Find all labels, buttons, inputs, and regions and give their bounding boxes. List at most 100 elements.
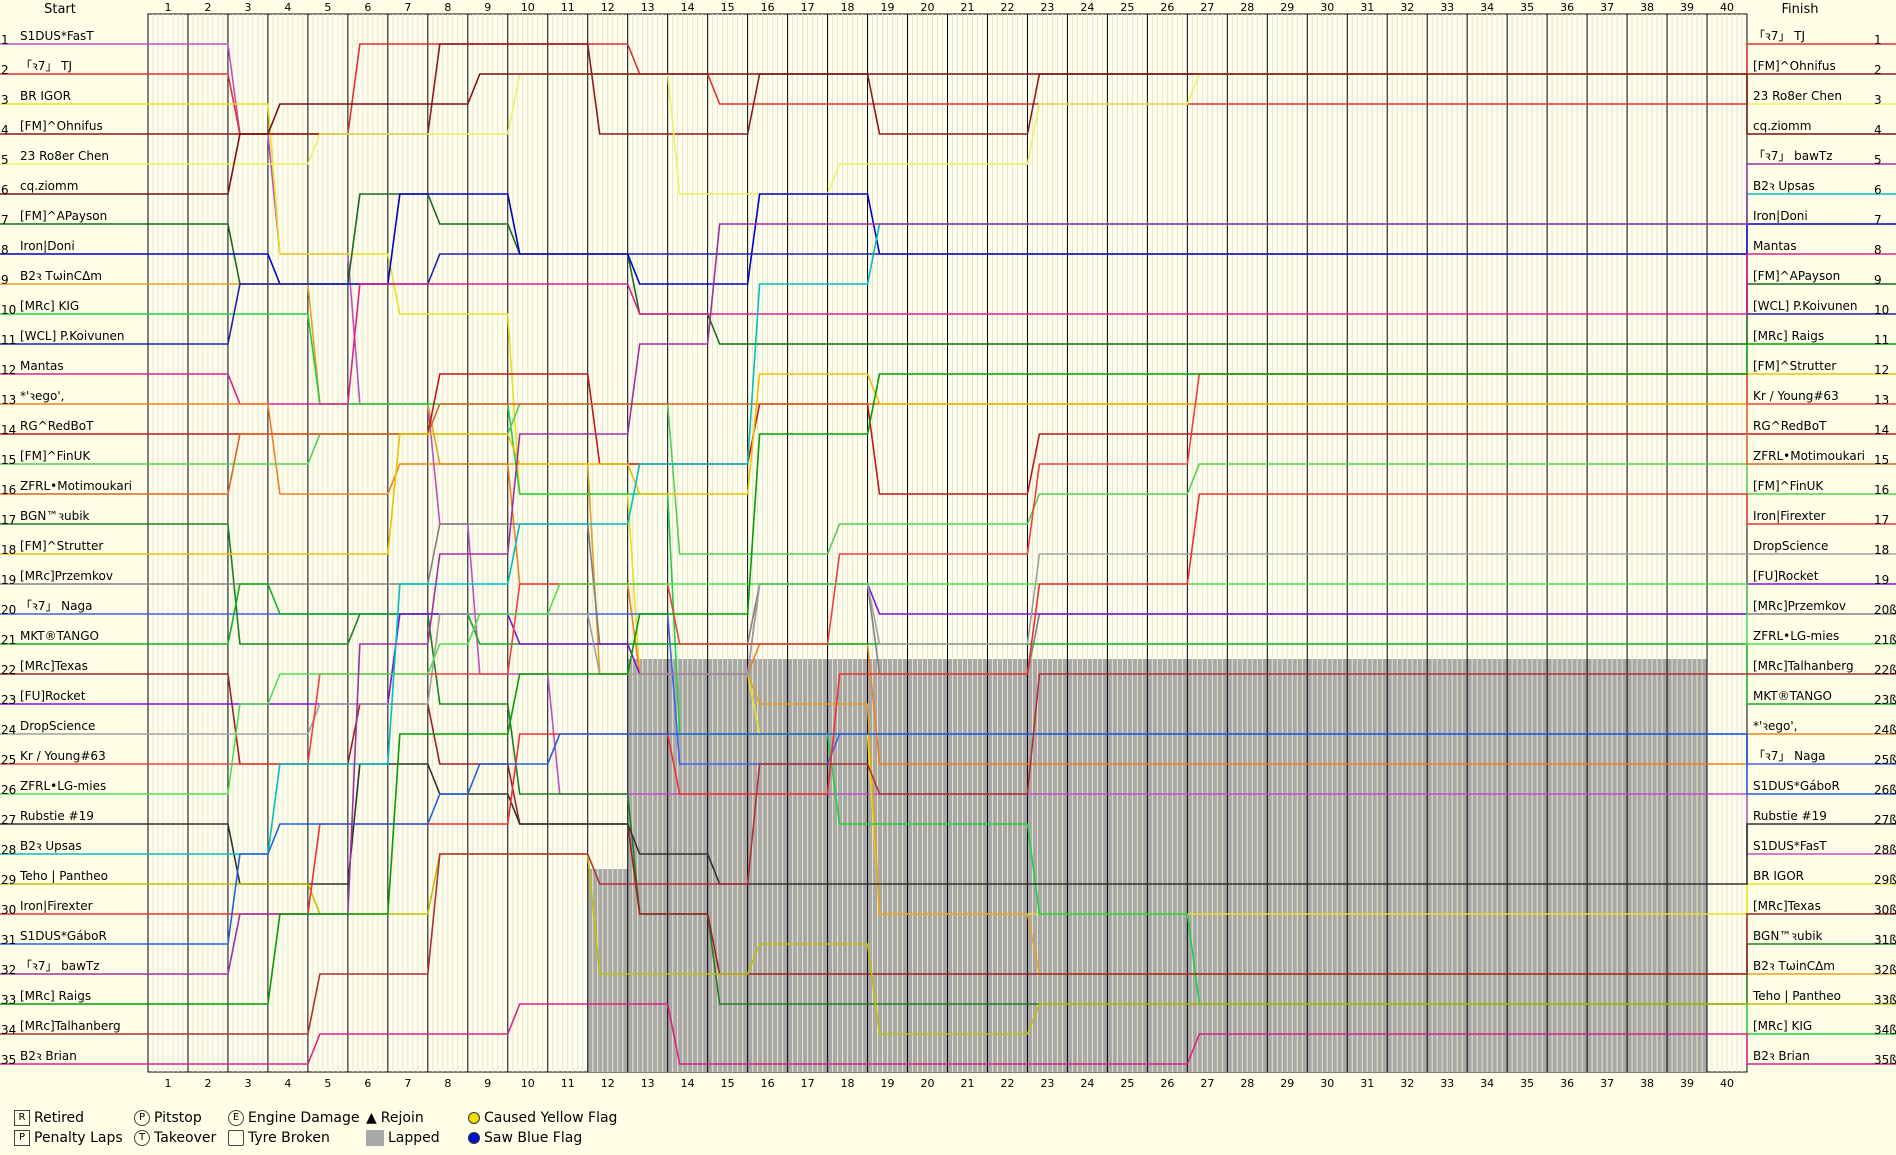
lap-tick-bottom-26: 26 xyxy=(1160,1077,1174,1090)
start-position-3: 3 xyxy=(1,93,9,107)
start-driver-2: 「ꝛ7」 TJ xyxy=(20,59,72,73)
start-driver-33: [MRc] Raigs xyxy=(20,989,91,1003)
lap-tick-top-15: 15 xyxy=(721,1,735,14)
driver-line-15 xyxy=(0,403,1896,555)
lap-tick-bottom-3: 3 xyxy=(244,1077,251,1090)
engine-icon: E xyxy=(228,1110,244,1126)
finish-driver-18: DropScience xyxy=(1753,539,1828,553)
start-driver-34: [MRc]Talhanberg xyxy=(20,1019,121,1033)
start-position-27: 27 xyxy=(1,813,16,827)
lap-tick-top-38: 38 xyxy=(1640,1,1654,14)
start-position-29: 29 xyxy=(1,873,16,887)
takeover-icon: T xyxy=(134,1130,150,1146)
lap-tick-top-12: 12 xyxy=(601,1,615,14)
finish-position-35: 35ß xyxy=(1874,1053,1896,1067)
finish-position-23: 23ß xyxy=(1874,693,1896,707)
finish-position-5: 5 xyxy=(1874,153,1882,167)
start-driver-30: Iron|Firexter xyxy=(20,899,93,913)
legend-saw-blue: Saw Blue Flag xyxy=(468,1130,582,1146)
lap-tick-top-27: 27 xyxy=(1200,1,1214,14)
legend-pitstop: P Pitstop xyxy=(134,1110,202,1126)
legend-engine-damage: E Engine Damage xyxy=(228,1110,360,1126)
finish-driver-31: BGN™ꝛubik xyxy=(1753,929,1823,943)
lap-tick-top-28: 28 xyxy=(1240,1,1254,14)
lap-tick-bottom-13: 13 xyxy=(641,1077,655,1090)
driver-line-26 xyxy=(0,583,1896,795)
lap-tick-top-1: 1 xyxy=(164,1,171,14)
start-position-19: 19 xyxy=(1,573,16,587)
start-driver-14: RG^RedBoT xyxy=(20,419,94,433)
start-position-4: 4 xyxy=(1,123,9,137)
lap-tick-top-8: 8 xyxy=(444,1,451,14)
finish-driver-20: [MRc]Przemkov xyxy=(1753,599,1846,613)
lap-tick-bottom-11: 11 xyxy=(561,1077,575,1090)
lap-tick-bottom-23: 23 xyxy=(1040,1077,1054,1090)
finish-driver-19: [FU]Rocket xyxy=(1753,569,1819,583)
finish-position-4: 4 xyxy=(1874,123,1882,137)
start-driver-16: ZFRL•Motimoukari xyxy=(20,479,132,493)
lap-tick-bottom-21: 21 xyxy=(960,1077,974,1090)
start-position-18: 18 xyxy=(1,543,16,557)
finish-driver-29: BR IGOR xyxy=(1753,869,1804,883)
finish-position-22: 22ß xyxy=(1874,663,1896,677)
lap-tick-top-10: 10 xyxy=(521,1,535,14)
finish-position-16: 16 xyxy=(1874,483,1889,497)
lap-tick-bottom-25: 25 xyxy=(1120,1077,1134,1090)
finish-position-6: 6 xyxy=(1874,183,1882,197)
header-finish: Finish xyxy=(1781,2,1818,17)
legend-takeover: T Takeover xyxy=(134,1130,216,1146)
finish-driver-2: [FM]^Ohnifus xyxy=(1753,59,1836,73)
header-start: Start xyxy=(44,2,76,17)
finish-position-2: 2 xyxy=(1874,63,1882,77)
driver-line-35 xyxy=(0,1003,1896,1065)
lap-tick-bottom-31: 31 xyxy=(1360,1077,1374,1090)
lap-tick-top-37: 37 xyxy=(1600,1,1614,14)
lapped-swatch xyxy=(366,1130,384,1146)
start-driver-26: ZFRL•LG-mies xyxy=(20,779,106,793)
driver-line-32 xyxy=(0,163,1896,975)
driver-line-34 xyxy=(0,673,1896,1035)
lap-tick-bottom-2: 2 xyxy=(204,1077,211,1090)
start-position-15: 15 xyxy=(1,453,16,467)
finish-position-12: 12 xyxy=(1874,363,1889,377)
blue-flag-icon xyxy=(468,1132,480,1144)
finish-position-15: 15 xyxy=(1874,453,1889,467)
yellow-flag-icon xyxy=(468,1112,480,1124)
start-driver-7: [FM]^APayson xyxy=(20,209,107,223)
start-driver-17: BGN™ꝛubik xyxy=(20,509,90,523)
lap-tick-top-19: 19 xyxy=(881,1,895,14)
finish-driver-8: Mantas xyxy=(1753,239,1797,253)
finish-position-21: 21ß xyxy=(1874,633,1896,647)
race-position-chart: 1122334455667788991010111112121313141415… xyxy=(0,1,1896,1090)
finish-driver-34: [MRc] KIG xyxy=(1753,1019,1812,1033)
finish-position-29: 29ß xyxy=(1874,873,1896,887)
finish-position-26: 26ß xyxy=(1874,783,1896,797)
lap-tick-top-20: 20 xyxy=(921,1,935,14)
legend-retired: R Retired xyxy=(14,1110,84,1126)
start-driver-15: [FM]^FinUK xyxy=(20,449,91,463)
penalty-icon: P xyxy=(14,1130,30,1146)
start-position-28: 28 xyxy=(1,843,16,857)
driver-line-27 xyxy=(0,763,1896,885)
finish-position-14: 14 xyxy=(1874,423,1889,437)
start-position-35: 35 xyxy=(1,1053,16,1067)
start-driver-11: [WCL] P.Koivunen xyxy=(20,329,125,343)
legend-caused-yellow: Caused Yellow Flag xyxy=(468,1110,617,1126)
start-position-13: 13 xyxy=(1,393,16,407)
start-position-33: 33 xyxy=(1,993,16,1007)
finish-position-27: 27ß xyxy=(1874,813,1896,827)
finish-driver-10: [WCL] P.Koivunen xyxy=(1753,299,1858,313)
lap-tick-bottom-14: 14 xyxy=(681,1077,695,1090)
lap-tick-bottom-37: 37 xyxy=(1600,1077,1614,1090)
lap-tick-top-32: 32 xyxy=(1400,1,1414,14)
lap-tick-bottom-17: 17 xyxy=(801,1077,815,1090)
finish-position-25: 25ß xyxy=(1874,753,1896,767)
start-driver-4: [FM]^Ohnifus xyxy=(20,119,103,133)
start-driver-31: S1DUS*GáboR xyxy=(20,929,107,943)
finish-driver-1: 「ꝛ7」 TJ xyxy=(1753,29,1805,43)
start-position-7: 7 xyxy=(1,213,9,227)
finish-driver-9: [FM]^APayson xyxy=(1753,269,1840,283)
lap-tick-bottom-20: 20 xyxy=(921,1077,935,1090)
lap-tick-top-13: 13 xyxy=(641,1,655,14)
start-position-10: 10 xyxy=(1,303,16,317)
